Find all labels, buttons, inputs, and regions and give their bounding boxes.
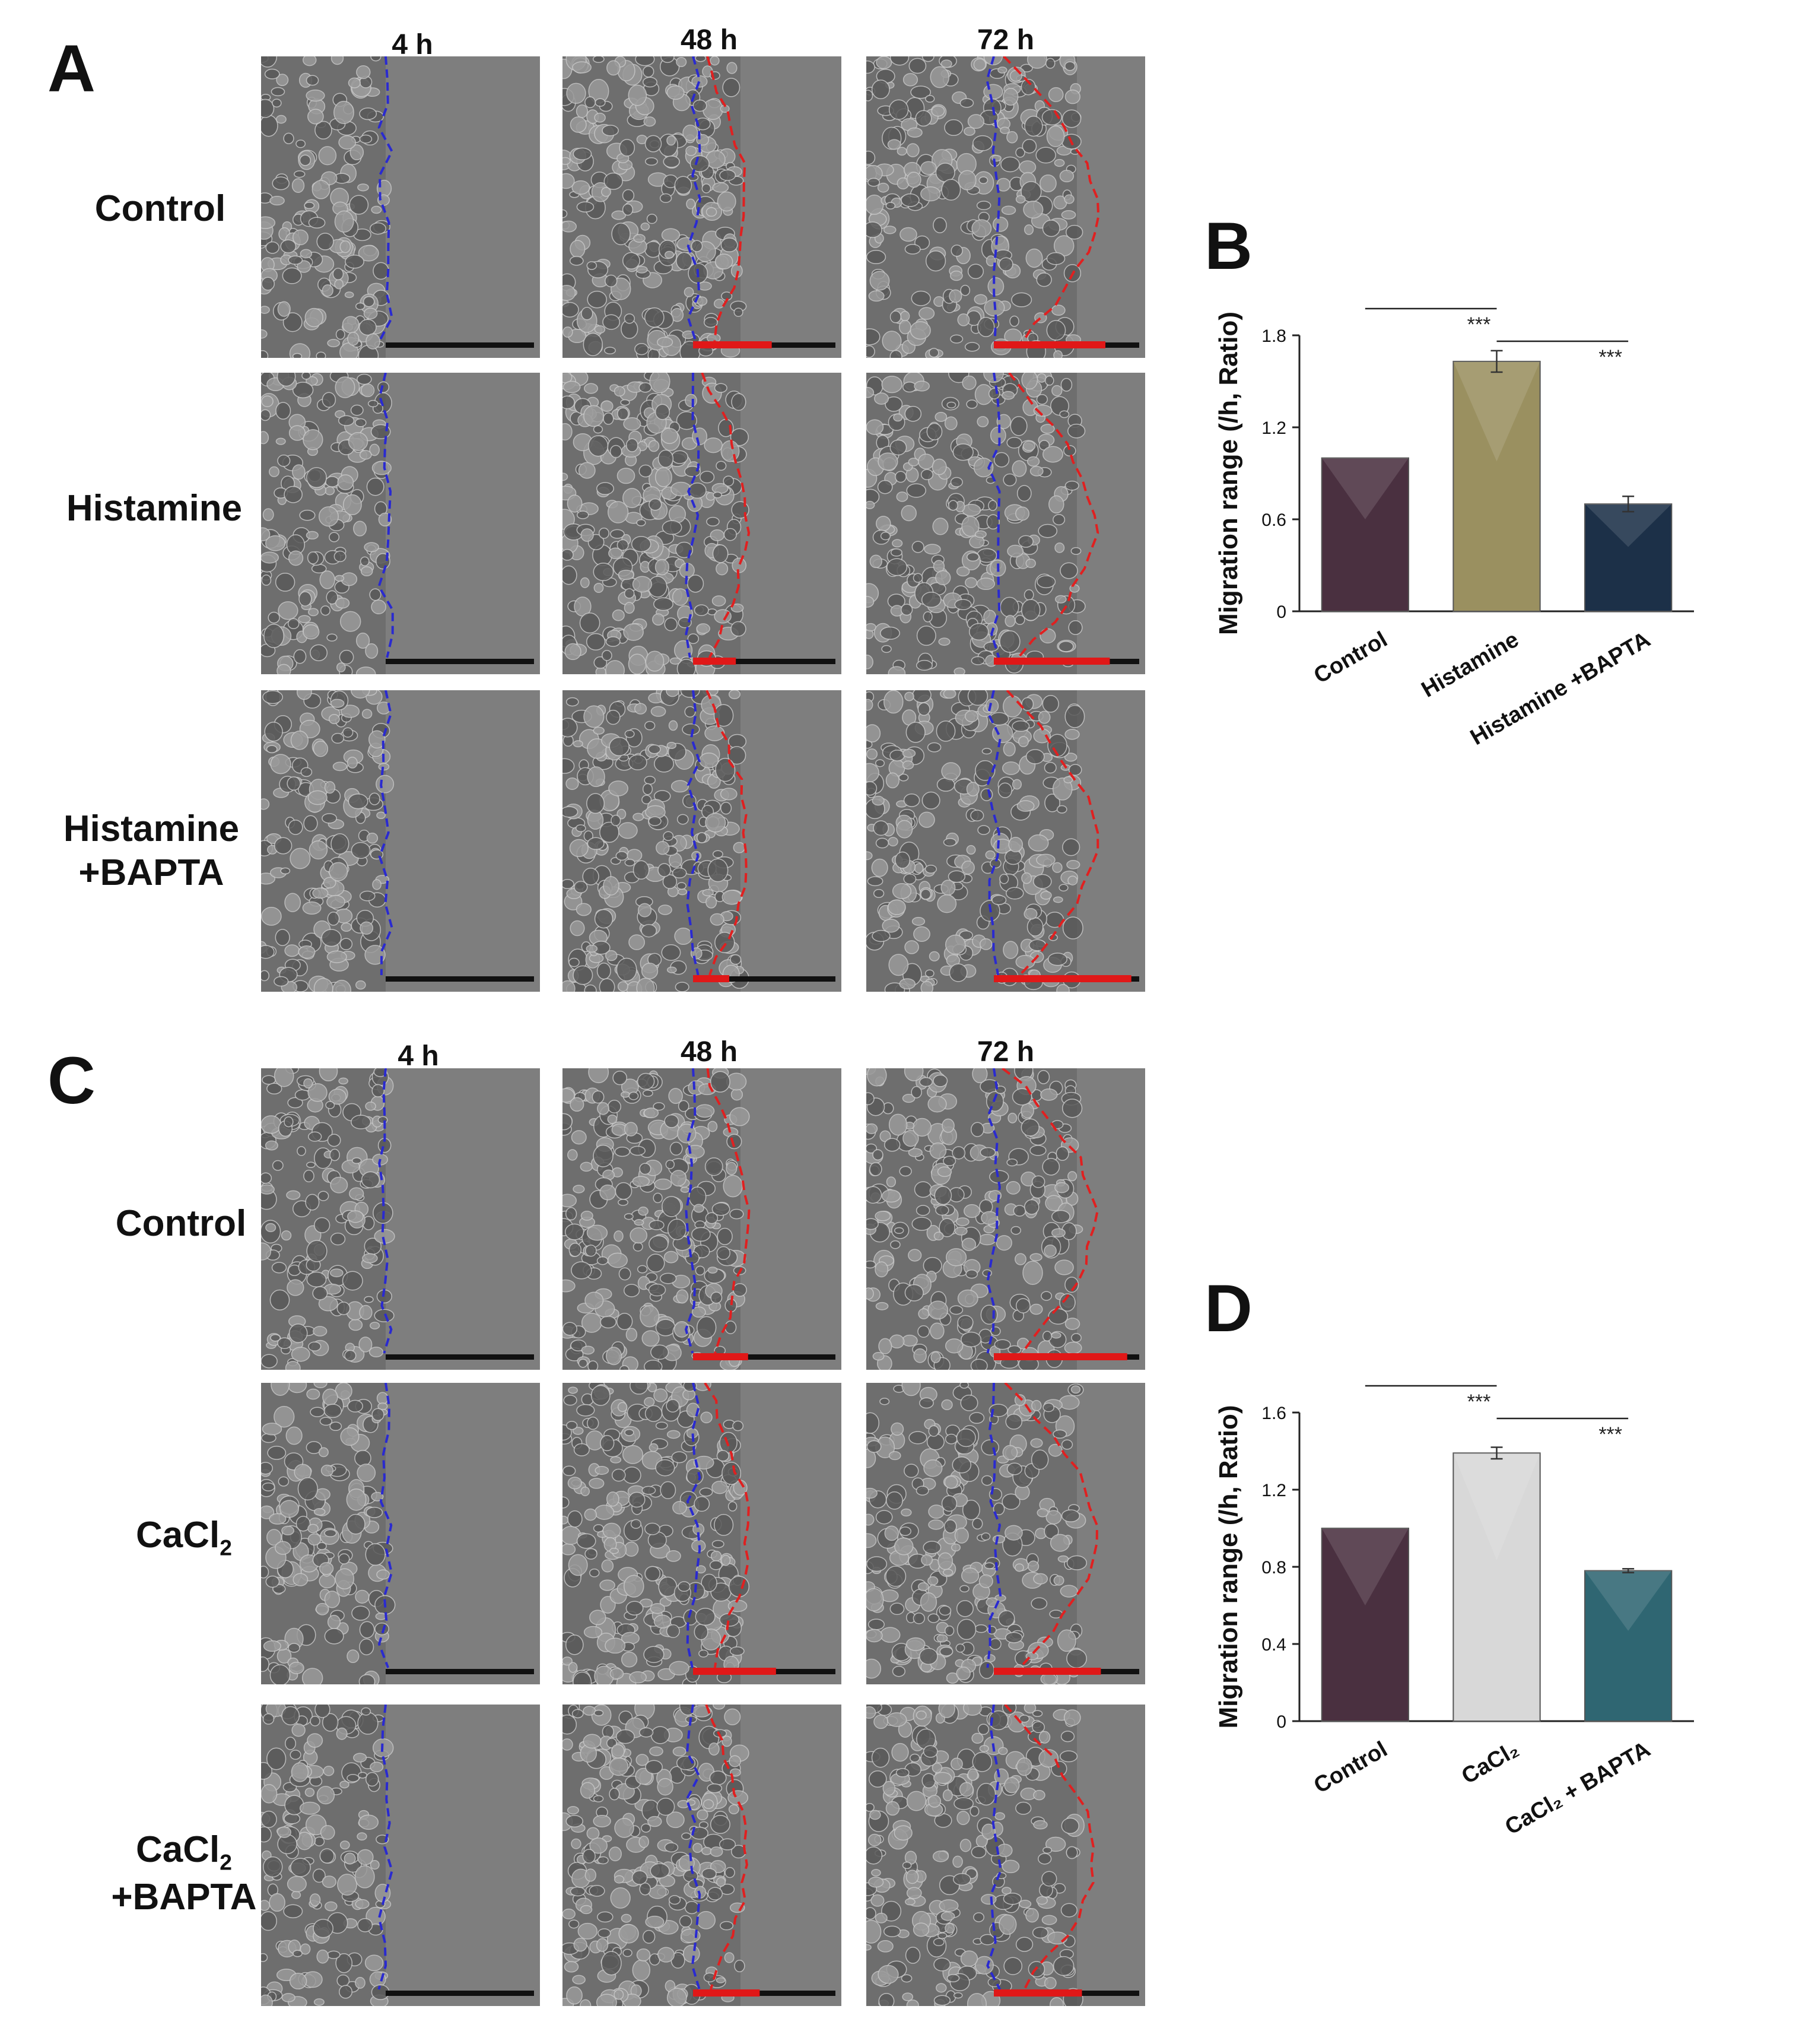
chart-b-error-bar: [1622, 496, 1635, 513]
chart-d-category-label: Control: [1309, 1737, 1391, 1798]
micrograph-a-r3-c2: [562, 690, 841, 992]
micrograph-c-r1-c2: [562, 1068, 841, 1370]
chart-d-ytick-label: 0: [1276, 1712, 1286, 1732]
panel-a-time-4h: 4 h: [392, 29, 433, 61]
chart-b-category-label: Control: [1309, 627, 1391, 688]
chart-d-category-label: CaCl₂: [1457, 1737, 1523, 1789]
micrograph-c-r3-c1: [261, 1705, 540, 2006]
chart-d-ytick-label: 0.8: [1261, 1558, 1286, 1578]
chart-b-bar: [1452, 360, 1541, 612]
chart-b-svg: 0 0.6 1.2 1.8 Migration range (/h, Ratio) Con…: [1214, 307, 1694, 750]
micrograph-c-r1-c3: [866, 1068, 1145, 1370]
panel-c-row-cacl2-bapta-label: CaCl2 +BAPTA: [111, 1829, 257, 1918]
chart-d-category-label: CaCl₂ + BAPTA: [1501, 1737, 1655, 1840]
chart-d-error-bar: [1490, 1446, 1503, 1460]
micrograph-a-r1-c3: [866, 56, 1145, 358]
chart-d-significance-label: ***: [1598, 1423, 1622, 1446]
chart-d-bar: [1452, 1452, 1541, 1722]
chart-d-ytick-label: 1.6: [1261, 1404, 1286, 1423]
panel-a-time-48h: 48 h: [680, 24, 738, 56]
micrograph-c-r3-c2: [562, 1705, 841, 2006]
chart-b-bar: [1321, 457, 1409, 612]
panel-c-time-4h: 4 h: [398, 1040, 439, 1072]
panel-a-row-histamine-label: Histamine: [66, 488, 243, 529]
chart-d-bar: [1584, 1570, 1673, 1722]
micrograph-c-r2-c2: [562, 1383, 841, 1684]
chart-b-ytick-label: 0: [1276, 602, 1286, 622]
chart-b-category-label: Histamine: [1417, 627, 1523, 702]
chart-b-error-bar: [1490, 350, 1503, 373]
micrograph-c-r2-c3: [866, 1383, 1145, 1684]
panel-a-row-control-label: Control: [94, 188, 226, 229]
chart-d-bar: [1321, 1528, 1409, 1722]
chart-b-significance-label: ***: [1598, 346, 1622, 369]
micrograph-a-r2-c1: [261, 373, 540, 674]
panel-c-row-cacl2-label: CaCl2: [136, 1515, 232, 1560]
panel-a-row-histamine-bapta-label: Histamine +BAPTA: [63, 808, 240, 894]
chart-d-svg: 0 0.4 0.8 1.2 1.6 Migration range (/h, Ratio)…: [1214, 1385, 1694, 1840]
micrograph-a-r3-c1: [261, 690, 540, 992]
micrograph-c-r3-c3: [866, 1705, 1145, 2006]
micrograph-a-r1-c1: [261, 56, 540, 358]
panel-d-letter: D: [1204, 1271, 1253, 1345]
micrograph-c-r1-c1: [261, 1068, 540, 1370]
micrograph-a-r2-c3: [866, 373, 1145, 674]
micrograph-c-r2-c1: [261, 1383, 540, 1684]
chart-d-ytick-label: 0.4: [1261, 1635, 1286, 1655]
chart-d: D 0 0.4 0.8 1.2 1.6 Migration range (/h, Rati…: [1181, 1234, 1750, 1887]
panel-c-row-control-label: Control: [115, 1203, 247, 1244]
panel-c-letter: C: [47, 1043, 96, 1118]
micrograph-a-r3-c3: [866, 690, 1145, 992]
chart-b-bar: [1584, 503, 1673, 612]
chart-b-y-axis-label: Migration range (/h, Ratio): [1214, 312, 1243, 635]
panel-c-time-72h: 72 h: [977, 1036, 1035, 1068]
micrograph-a-r1-c2: [562, 56, 841, 358]
chart-b: B 0 0.6 1.2 1.8 Migration range (/h, Ratio) C…: [1181, 196, 1750, 819]
panel-a-letter: A: [47, 31, 96, 106]
panel-a-time-72h: 72 h: [977, 24, 1035, 56]
chart-b-ytick-label: 0.6: [1261, 510, 1286, 530]
chart-d-error-bar: [1622, 1568, 1635, 1573]
micrograph-a-r2-c2: [562, 373, 841, 674]
panel-b-letter: B: [1204, 209, 1253, 283]
chart-d-significance-label: ***: [1467, 1391, 1491, 1413]
chart-b-ytick-label: 1.2: [1261, 418, 1286, 438]
chart-d-ytick-label: 1.2: [1261, 1481, 1286, 1500]
panel-c-time-48h: 48 h: [680, 1036, 738, 1068]
chart-b-ytick-label: 1.8: [1261, 326, 1286, 346]
chart-b-significance-label: ***: [1467, 313, 1491, 336]
chart-d-y-axis-label: Migration range (/h, Ratio): [1214, 1405, 1243, 1728]
